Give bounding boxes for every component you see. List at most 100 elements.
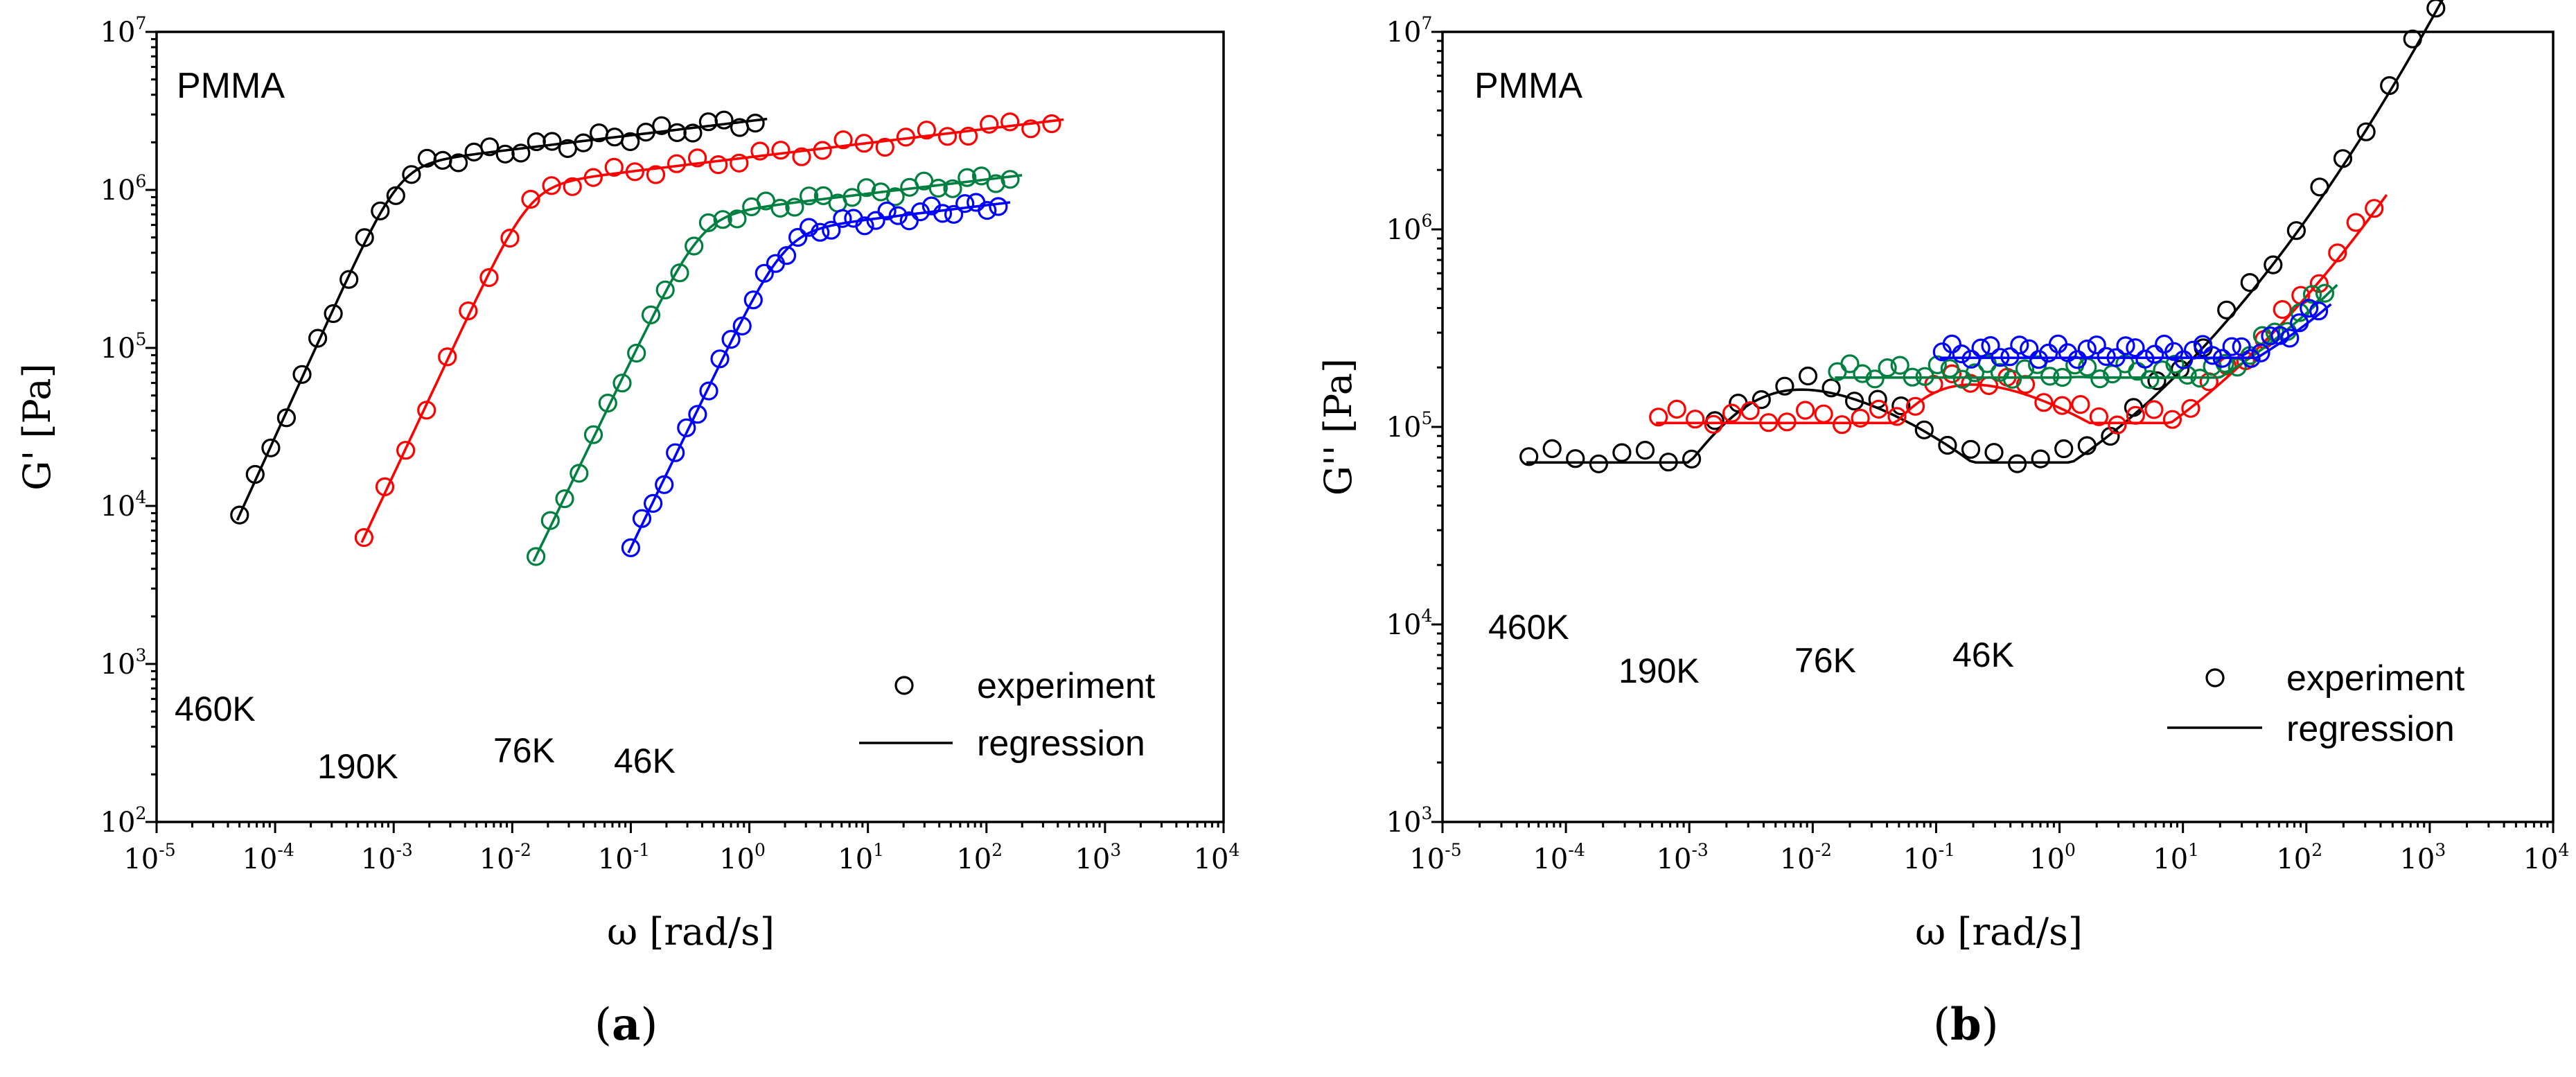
data-point-b-190K <box>1722 403 1742 423</box>
data-point-b-190K <box>1814 404 1833 423</box>
data-point-b-46K <box>2309 301 2329 321</box>
data-point-a-46K <box>833 209 852 228</box>
data-point-a-460K <box>339 270 359 289</box>
data-point-a-46K <box>655 475 674 494</box>
data-point-a-46K <box>799 218 819 237</box>
x-tick-label-a-3: 10-2 <box>479 840 531 875</box>
data-point-a-46K <box>822 220 841 240</box>
legend-marker-b <box>2205 668 2225 688</box>
data-point-a-460K <box>371 201 390 220</box>
data-point-a-76K <box>799 186 819 206</box>
regression-line-b-460K <box>1526 0 2444 464</box>
data-point-a-46K <box>677 418 696 437</box>
data-point-b-190K <box>2144 400 2164 419</box>
data-point-a-460K <box>714 110 734 130</box>
data-point-b-46K <box>2193 335 2212 354</box>
data-point-a-460K <box>683 123 703 143</box>
data-point-a-190K <box>875 137 894 157</box>
x-axis-ticks-b: 10-5 10-4 10-3 10-2 10-1 100 101 102 103 104 <box>1409 822 2569 875</box>
data-point-a-46K <box>967 193 986 212</box>
data-point-a-76K <box>570 464 589 483</box>
data-point-b-190K <box>1759 413 1779 432</box>
x-tick-label-a-0: 10-5 <box>123 840 175 875</box>
data-point-b-46K <box>2116 336 2135 356</box>
data-point-b-460K <box>2310 177 2329 197</box>
data-point-a-190K <box>730 153 749 173</box>
data-point-a-76K <box>885 187 905 207</box>
data-point-a-190K <box>354 527 374 548</box>
data-point-b-460K <box>1542 439 1562 459</box>
regression-line-a-460K <box>236 117 768 521</box>
data-point-a-190K <box>646 165 666 184</box>
data-point-a-460K <box>652 116 671 135</box>
data-point-a-190K <box>687 148 707 168</box>
data-point-b-460K <box>2077 436 2097 455</box>
data-point-b-190K <box>2126 405 2145 425</box>
data-point-b-460K <box>1984 443 2004 462</box>
data-point-b-76K <box>1927 355 1947 375</box>
data-point-b-46K <box>2029 350 2049 369</box>
data-point-a-76K <box>555 489 574 509</box>
data-point-b-460K <box>2124 398 2143 417</box>
data-point-a-46K <box>877 201 897 220</box>
panel-a: 10-5 10-4 10-3 10-2 10-1 100 101 102 103 104 1021… <box>15 13 1240 1051</box>
data-point-a-190K <box>542 176 561 195</box>
data-point-a-190K <box>459 301 478 321</box>
data-point-a-76K <box>612 374 632 393</box>
data-point-b-190K <box>1833 415 1852 435</box>
y-tick-label-a-0: 102 <box>100 803 147 839</box>
data-point-a-460K <box>464 142 484 161</box>
data-point-a-460K <box>621 132 640 151</box>
data-point-a-460K <box>402 165 421 184</box>
panel-title-a: PMMA <box>177 66 285 106</box>
data-point-b-460K <box>1566 449 1585 469</box>
data-point-a-190K <box>521 189 540 209</box>
data-point-a-46K <box>888 206 908 225</box>
data-point-b-190K <box>1667 399 1686 419</box>
data-point-a-190K <box>583 168 603 187</box>
data-point-a-76K <box>713 210 732 229</box>
data-point-a-460K <box>292 365 312 384</box>
legend-regression-a: regression <box>977 724 1145 764</box>
data-point-a-190K <box>980 114 999 134</box>
data-point-a-46K <box>743 290 763 310</box>
data-point-a-76K <box>928 178 948 198</box>
data-point-a-460K <box>574 133 593 152</box>
data-point-b-460K <box>1845 392 1864 411</box>
caption-a: (a) <box>594 999 658 1051</box>
data-point-b-76K <box>2053 367 2072 387</box>
temp-label-a-46k: 46K <box>614 742 676 780</box>
data-point-b-190K <box>1704 414 1723 434</box>
y-tick-label-a-5: 107 <box>100 13 147 49</box>
data-point-a-460K <box>276 408 296 428</box>
y-axis-ticks-b: 103 104 105 106 107 <box>1386 13 1443 839</box>
data-point-b-460K <box>1752 389 1771 410</box>
regression-line-a-76K <box>532 174 1023 562</box>
regression-line-b-190K <box>1656 194 2388 425</box>
regression-line-b-46K <box>1939 303 2332 360</box>
data-point-a-76K <box>685 236 704 256</box>
x-tick-label-a-5: 100 <box>719 840 766 875</box>
data-point-b-76K <box>1853 364 1872 383</box>
data-point-b-460K <box>1519 447 1539 466</box>
data-point-a-46K <box>621 538 641 558</box>
data-point-a-76K <box>598 393 617 413</box>
data-point-b-46K <box>2126 338 2145 358</box>
data-point-a-46K <box>944 204 964 224</box>
panel-b: 10-5 10-4 10-3 10-2 10-1 100 101 102 103 104 1031… <box>1316 0 2569 1051</box>
data-point-a-460K <box>448 153 468 173</box>
data-point-b-190K <box>1851 408 1870 428</box>
data-point-a-460K <box>386 186 405 205</box>
data-point-b-46K <box>2106 348 2126 367</box>
temp-label-a-76k: 76K <box>493 731 555 770</box>
data-point-b-46K <box>1942 334 1961 353</box>
x-tick-label-a-9: 104 <box>1194 840 1240 875</box>
data-point-b-460K <box>2217 300 2237 319</box>
legend-b: experiment regression <box>2167 658 2465 749</box>
y-tick-label-b-1: 104 <box>1386 606 1433 641</box>
data-point-b-76K <box>1903 367 1922 387</box>
data-point-b-76K <box>2190 368 2209 388</box>
plot-frame-b <box>1441 30 2555 823</box>
data-point-a-460K <box>495 144 515 164</box>
